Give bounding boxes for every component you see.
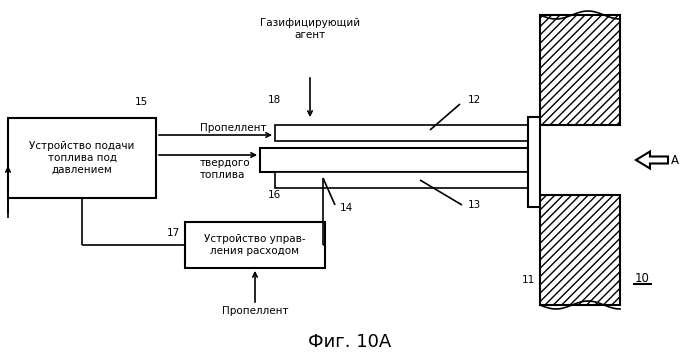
Text: A: A (671, 154, 679, 166)
Text: Устройство управ-
ления расходом: Устройство управ- ления расходом (204, 234, 306, 256)
Bar (540, 195, 620, 305)
Text: Пропеллент: Пропеллент (222, 306, 288, 316)
Text: твердого
топлива: твердого топлива (200, 158, 251, 179)
Bar (528, 117, 540, 207)
Bar (275, 125, 528, 141)
Text: 12: 12 (468, 95, 482, 105)
Text: 15: 15 (134, 97, 148, 107)
Text: 11: 11 (522, 275, 535, 285)
Text: Фиг. 10А: Фиг. 10А (309, 333, 391, 351)
Bar (185, 222, 325, 268)
Bar (540, 15, 620, 125)
Bar (275, 172, 528, 188)
Text: Газифицирующий
агент: Газифицирующий агент (260, 18, 360, 40)
FancyArrow shape (636, 152, 668, 169)
Text: 18: 18 (268, 95, 281, 105)
Text: 10: 10 (635, 272, 650, 285)
Text: 14: 14 (340, 203, 354, 213)
Text: 17: 17 (167, 228, 180, 238)
Text: Пропеллент: Пропеллент (200, 123, 267, 133)
Text: Устройство подачи
топлива под
давлением: Устройство подачи топлива под давлением (29, 141, 134, 175)
Bar (260, 148, 528, 172)
Text: 13: 13 (468, 200, 482, 210)
Text: 16: 16 (268, 190, 281, 200)
Bar (8, 118, 156, 198)
